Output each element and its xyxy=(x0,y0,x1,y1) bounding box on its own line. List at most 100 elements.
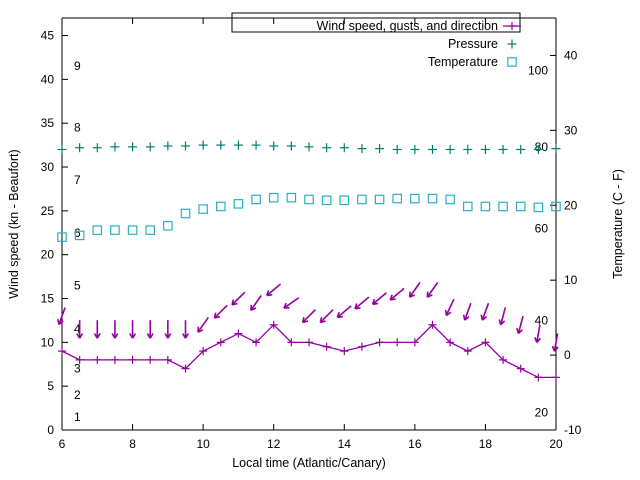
wind-direction-arrow xyxy=(534,324,542,343)
wind-direction-arrow-shaft xyxy=(536,324,541,343)
right-inner-label: 20 xyxy=(535,405,549,419)
y-tick-label: 25 xyxy=(41,204,55,218)
wind-direction-arrow-head xyxy=(464,316,470,321)
x-tick-label: 12 xyxy=(267,437,281,451)
wind-direction-arrow-head xyxy=(129,333,134,339)
beaufort-label: 9 xyxy=(74,59,81,73)
y2-axis-ticks: -10 0 10 20 30 40 xyxy=(550,48,582,437)
y-tick-label: 45 xyxy=(41,29,55,43)
wind-direction-arrow-head xyxy=(301,316,305,323)
y2-tick-label: 40 xyxy=(564,48,578,62)
temperature-point xyxy=(110,225,120,235)
right-inner-label: 80 xyxy=(535,140,549,154)
wind-direction-arrow-head xyxy=(58,320,64,326)
temperature-point xyxy=(551,201,561,212)
series-wind-speed xyxy=(58,320,560,382)
wind-direction-arrow-shaft xyxy=(302,309,316,323)
beaufort-label: 5 xyxy=(74,278,81,292)
wind-direction-arrow-head xyxy=(371,298,376,305)
temperature-point xyxy=(410,193,420,204)
wind-direction-arrow-shaft xyxy=(409,281,421,298)
wind-direction-arrow xyxy=(111,320,119,339)
wind-direction-arrow xyxy=(516,315,524,335)
right-inner-label: 60 xyxy=(535,221,549,235)
axes-frame xyxy=(61,17,557,431)
wind-direction-arrow-head xyxy=(96,333,101,339)
x-tick-label: 18 xyxy=(479,437,493,451)
wind-direction-arrow xyxy=(354,296,370,310)
temperature-point xyxy=(480,201,491,212)
wind-direction-arrows xyxy=(57,281,559,352)
wind-direction-arrow-shaft xyxy=(499,307,507,325)
legend-sample-marker xyxy=(507,57,517,67)
y-tick-label: 0 xyxy=(47,423,54,437)
wind-direction-arrow-head xyxy=(354,303,358,309)
right-inner-label: 40 xyxy=(535,313,549,327)
wind-direction-arrow-shaft xyxy=(354,296,370,310)
y-tick-label: 40 xyxy=(41,72,55,86)
wind-direction-arrow-shaft xyxy=(250,295,262,311)
wind-direction-arrow-head xyxy=(372,302,379,306)
temperature-point xyxy=(74,230,85,241)
x-tick-label: 14 xyxy=(338,437,352,451)
wind-direction-arrow-head xyxy=(409,294,416,298)
wind-direction-arrow xyxy=(231,291,246,306)
wind-direction-arrow-head xyxy=(481,316,488,321)
wind-direction-arrow-shaft xyxy=(266,283,282,297)
wind-direction-arrow-head xyxy=(214,315,220,319)
wind-direction-arrow xyxy=(444,298,455,317)
wind-direction-arrow xyxy=(76,320,84,339)
legend-label: Wind speed, gusts, and direction xyxy=(317,19,498,33)
temperature-point xyxy=(92,225,103,235)
temperature-point xyxy=(427,193,438,204)
beaufort-label: 7 xyxy=(74,173,81,187)
x-tick-label: 8 xyxy=(129,437,136,451)
wind-direction-arrow xyxy=(371,292,387,306)
temperature-point xyxy=(392,193,403,204)
x-tick-label: 6 xyxy=(59,437,66,451)
wind-direction-arrow xyxy=(498,307,507,326)
temperature-point xyxy=(304,194,314,205)
temperature-point xyxy=(180,208,191,219)
y-tick-label: 10 xyxy=(41,335,55,349)
x-axis-title: Local time (Atlantic/Canary) xyxy=(232,456,386,470)
temperature-point xyxy=(515,201,526,212)
wind-direction-arrow-head xyxy=(197,329,204,333)
wind-direction-arrow-head xyxy=(184,333,190,339)
wind-direction-arrow-head xyxy=(319,316,323,323)
legend-label: Pressure xyxy=(448,37,498,51)
wind-direction-arrow-head xyxy=(480,314,484,321)
temperature-point xyxy=(251,194,261,205)
wind-direction-arrow-head xyxy=(114,333,119,339)
wind-direction-arrow-head xyxy=(534,337,538,343)
wind-direction-arrow-head xyxy=(266,293,273,297)
x-axis-ticks: 6 8 10 12 14 16 18 20 xyxy=(59,18,563,451)
wind-direction-arrow xyxy=(266,283,282,297)
y-axis-title: Wind speed (kn - Beaufort) xyxy=(7,149,21,298)
legend: Wind speed, gusts, and direction Pressure… xyxy=(231,12,521,69)
wind-direction-arrow-shaft xyxy=(336,305,352,319)
wind-direction-arrow-head xyxy=(354,307,361,310)
wind-direction-arrow-shaft xyxy=(481,302,490,321)
wind-direction-arrow-head xyxy=(517,329,523,335)
x-tick-label: 10 xyxy=(196,437,210,451)
wind-direction-arrow-head xyxy=(231,302,238,306)
wind-direction-arrow xyxy=(336,305,352,319)
y2-axis-title: Temperature (C - F) xyxy=(611,169,625,279)
wind-direction-arrow-shaft xyxy=(319,309,334,323)
wind-direction-arrow-head xyxy=(131,333,137,339)
wind-direction-arrow-head xyxy=(389,294,393,301)
y-tick-label: 35 xyxy=(41,116,55,130)
wind-direction-arrow-head xyxy=(516,327,520,334)
wind-direction-arrow xyxy=(426,281,439,298)
wind-direction-arrow-head xyxy=(336,311,340,318)
wind-direction-arrow-head xyxy=(390,298,396,301)
wind-direction-arrow-shaft xyxy=(58,307,66,325)
wind-direction-arrow xyxy=(213,304,228,319)
wind-direction-arrow-shaft xyxy=(283,297,300,309)
wind-direction-arrow-head xyxy=(462,314,466,321)
temperature-point xyxy=(339,195,350,206)
temperature-point xyxy=(57,232,67,242)
beaufort-label: 1 xyxy=(74,410,81,424)
temperature-point xyxy=(268,192,279,203)
